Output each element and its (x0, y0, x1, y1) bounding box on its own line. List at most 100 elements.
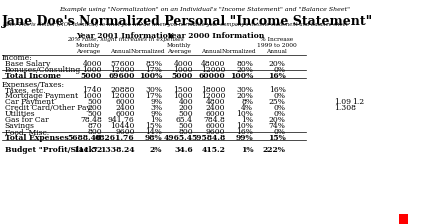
Text: 20%: 20% (269, 116, 286, 124)
Text: 784.8: 784.8 (204, 116, 225, 124)
Text: 16%: 16% (269, 86, 286, 94)
Text: 15%: 15% (146, 122, 162, 130)
Text: Annual: Annual (201, 49, 222, 54)
Text: Normalized: Normalized (222, 49, 257, 54)
Text: 1.09: 1.09 (334, 98, 351, 106)
Text: Bonuses/Consulting: Bonuses/Consulting (5, 66, 81, 74)
Text: Monthly
Average: Monthly Average (167, 43, 191, 54)
Text: 98%: 98% (145, 134, 162, 142)
Text: 2400: 2400 (206, 104, 225, 112)
Text: 4%: 4% (241, 104, 253, 112)
Bar (399, 214, 408, 224)
Text: 1000: 1000 (173, 66, 193, 74)
Text: 17%: 17% (146, 66, 162, 74)
Text: Food, Misc.: Food, Misc. (5, 128, 49, 136)
Text: 12000: 12000 (110, 66, 135, 74)
Text: 0%: 0% (274, 110, 286, 118)
Text: 20% raise, slight increases in expenses: 20% raise, slight increases in expenses (67, 37, 183, 42)
Text: 415.2: 415.2 (202, 146, 225, 154)
Text: 83%: 83% (145, 60, 162, 68)
Text: 20880: 20880 (110, 86, 135, 94)
Text: 78.48: 78.48 (80, 116, 102, 124)
Text: 2400: 2400 (115, 104, 135, 112)
Text: 68261.76: 68261.76 (95, 134, 135, 142)
Text: 500: 500 (88, 110, 102, 118)
Text: 6000: 6000 (115, 110, 135, 118)
Text: 5000: 5000 (81, 72, 102, 80)
Text: 69600: 69600 (108, 72, 135, 80)
Text: 57600: 57600 (110, 60, 135, 68)
Text: 4800: 4800 (206, 98, 225, 106)
Text: Year 2000 Information: Year 2000 Information (168, 32, 265, 40)
Text: Budget "Profit/Slack": Budget "Profit/Slack" (5, 146, 98, 154)
Text: 25%: 25% (269, 98, 286, 106)
Text: 400: 400 (178, 98, 193, 106)
Text: 0%: 0% (274, 92, 286, 100)
Text: 500: 500 (178, 122, 193, 130)
Text: 1.308: 1.308 (334, 104, 356, 112)
Text: 17%: 17% (146, 92, 162, 100)
Text: % Increase
1999 to 2000
Annual: % Increase 1999 to 2000 Annual (257, 37, 296, 54)
Text: 10%: 10% (236, 122, 253, 130)
Text: 16%: 16% (236, 128, 253, 136)
Text: 3%: 3% (150, 104, 162, 112)
Text: Base Salary: Base Salary (5, 60, 50, 68)
Text: Gas for Car: Gas for Car (5, 116, 48, 124)
Text: 1500: 1500 (173, 86, 193, 94)
Text: 20%: 20% (236, 66, 253, 74)
Text: Annual: Annual (110, 49, 131, 54)
Text: 870: 870 (88, 122, 102, 130)
Text: 4965.4: 4965.4 (164, 134, 193, 142)
Text: 12000: 12000 (110, 92, 135, 100)
Text: 80%: 80% (236, 60, 253, 68)
Text: 500: 500 (178, 110, 193, 118)
Text: 30%: 30% (236, 86, 253, 94)
Text: 6000: 6000 (115, 98, 135, 106)
Text: Car Payment: Car Payment (5, 98, 54, 106)
Text: 9%: 9% (150, 98, 162, 106)
Text: 200: 200 (88, 104, 102, 112)
Text: 16%: 16% (268, 72, 286, 80)
Text: Example using "Normalization" on an Individual's "Income Statement" and "Balance: Example using "Normalization" on an Indi… (59, 7, 350, 12)
Text: 1%: 1% (241, 116, 253, 124)
Text: 5688.48: 5688.48 (68, 134, 102, 142)
Text: 15%: 15% (268, 134, 286, 142)
Text: 800: 800 (178, 128, 193, 136)
Text: 100%: 100% (230, 72, 253, 80)
Text: 1.2: 1.2 (352, 98, 365, 106)
Text: 10440: 10440 (110, 122, 135, 130)
Text: Note: This is similar (NOT identical) to what you will do when you normalize you: Note: This is similar (NOT identical) to… (2, 22, 348, 27)
Text: Jane Doe's Normalized Personal "Income Statement": Jane Doe's Normalized Personal "Income S… (2, 15, 373, 28)
Text: Total Expenses: Total Expenses (5, 134, 68, 142)
Text: 8%: 8% (241, 98, 253, 106)
Text: Income:: Income: (2, 54, 33, 62)
Text: 59584.8: 59584.8 (191, 134, 225, 142)
Text: 1740: 1740 (83, 86, 102, 94)
Text: 6000: 6000 (206, 110, 225, 118)
Text: 1000: 1000 (173, 92, 193, 100)
Text: 1%: 1% (150, 116, 162, 124)
Text: 34.6: 34.6 (174, 146, 193, 154)
Text: 12000: 12000 (201, 92, 225, 100)
Text: 1%: 1% (241, 146, 253, 154)
Text: 800: 800 (88, 128, 102, 136)
Text: Normalized: Normalized (131, 49, 166, 54)
Text: 9%: 9% (150, 110, 162, 118)
Text: Total Income: Total Income (5, 72, 61, 80)
Text: Credit Card/Other Pay: Credit Card/Other Pay (5, 104, 90, 112)
Text: 0%: 0% (274, 66, 286, 74)
Text: 5000: 5000 (172, 72, 193, 80)
Text: 60000: 60000 (199, 72, 225, 80)
Text: 1000: 1000 (83, 92, 102, 100)
Text: Year 2001 Information: Year 2001 Information (77, 32, 174, 40)
Text: 222%: 222% (263, 146, 286, 154)
Text: Taxes, etc.: Taxes, etc. (5, 86, 45, 94)
Text: 4000: 4000 (83, 60, 102, 68)
Text: 500: 500 (88, 98, 102, 106)
Text: 9600: 9600 (206, 128, 225, 136)
Text: 20%: 20% (269, 60, 286, 68)
Text: 0%: 0% (274, 128, 286, 136)
Text: 74%: 74% (269, 122, 286, 130)
Text: Utilities: Utilities (5, 110, 35, 118)
Text: 111.52: 111.52 (73, 146, 102, 154)
